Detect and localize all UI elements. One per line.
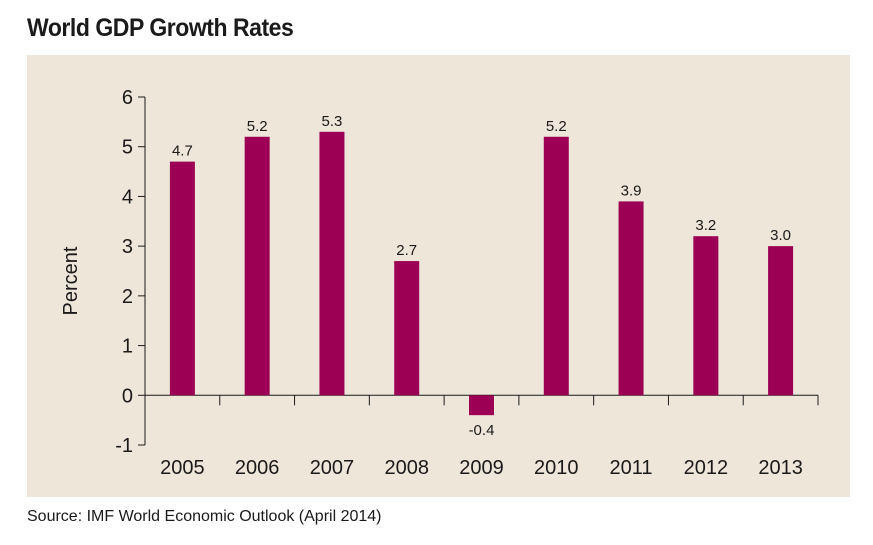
x-tick-label-2005: 2005 <box>160 457 205 479</box>
source-note: Source: IMF World Economic Outlook (Apri… <box>27 508 382 525</box>
y-tick-label: 0 <box>122 385 133 407</box>
y-tick-label: 5 <box>122 137 133 159</box>
bar-2007 <box>319 131 345 396</box>
bar-2010 <box>543 136 569 396</box>
y-tick-label: 3 <box>122 236 133 258</box>
data-label-2007: 5.3 <box>322 113 343 130</box>
x-tick-label-2006: 2006 <box>235 457 280 479</box>
x-tick-label-2012: 2012 <box>684 457 729 479</box>
y-tick-label: 6 <box>122 87 133 109</box>
bar-2013 <box>768 246 794 396</box>
y-tick-label: 4 <box>122 186 133 208</box>
x-tick-label-2011: 2011 <box>610 457 653 479</box>
x-tick-label-2007: 2007 <box>310 457 355 479</box>
bar-2009 <box>469 395 494 416</box>
bar-2011 <box>618 201 644 396</box>
x-tick-label-2009: 2009 <box>459 457 504 479</box>
data-label-2012: 3.2 <box>695 217 716 234</box>
data-label-2005: 4.7 <box>172 143 193 160</box>
bar-2012 <box>693 236 719 396</box>
bar-2008 <box>394 261 420 396</box>
y-tick-label: 1 <box>122 336 133 358</box>
data-label-2013: 3.0 <box>770 227 791 244</box>
bar-2006 <box>244 136 270 396</box>
y-tick-label: -1 <box>115 435 133 457</box>
y-axis-title: Percent <box>60 246 82 315</box>
chart-title: World GDP Growth Rates <box>27 14 294 42</box>
y-tick-label: 2 <box>122 286 133 308</box>
x-tick-label-2008: 2008 <box>384 457 429 479</box>
data-label-2010: 5.2 <box>546 118 567 135</box>
data-label-2009: -0.4 <box>469 422 495 439</box>
data-label-2006: 5.2 <box>247 118 268 135</box>
data-label-2011: 3.9 <box>621 182 642 199</box>
x-tick-label-2013: 2013 <box>758 457 803 479</box>
x-tick-label-2010: 2010 <box>534 457 579 479</box>
bar-2005 <box>169 161 195 396</box>
data-label-2008: 2.7 <box>396 242 417 259</box>
